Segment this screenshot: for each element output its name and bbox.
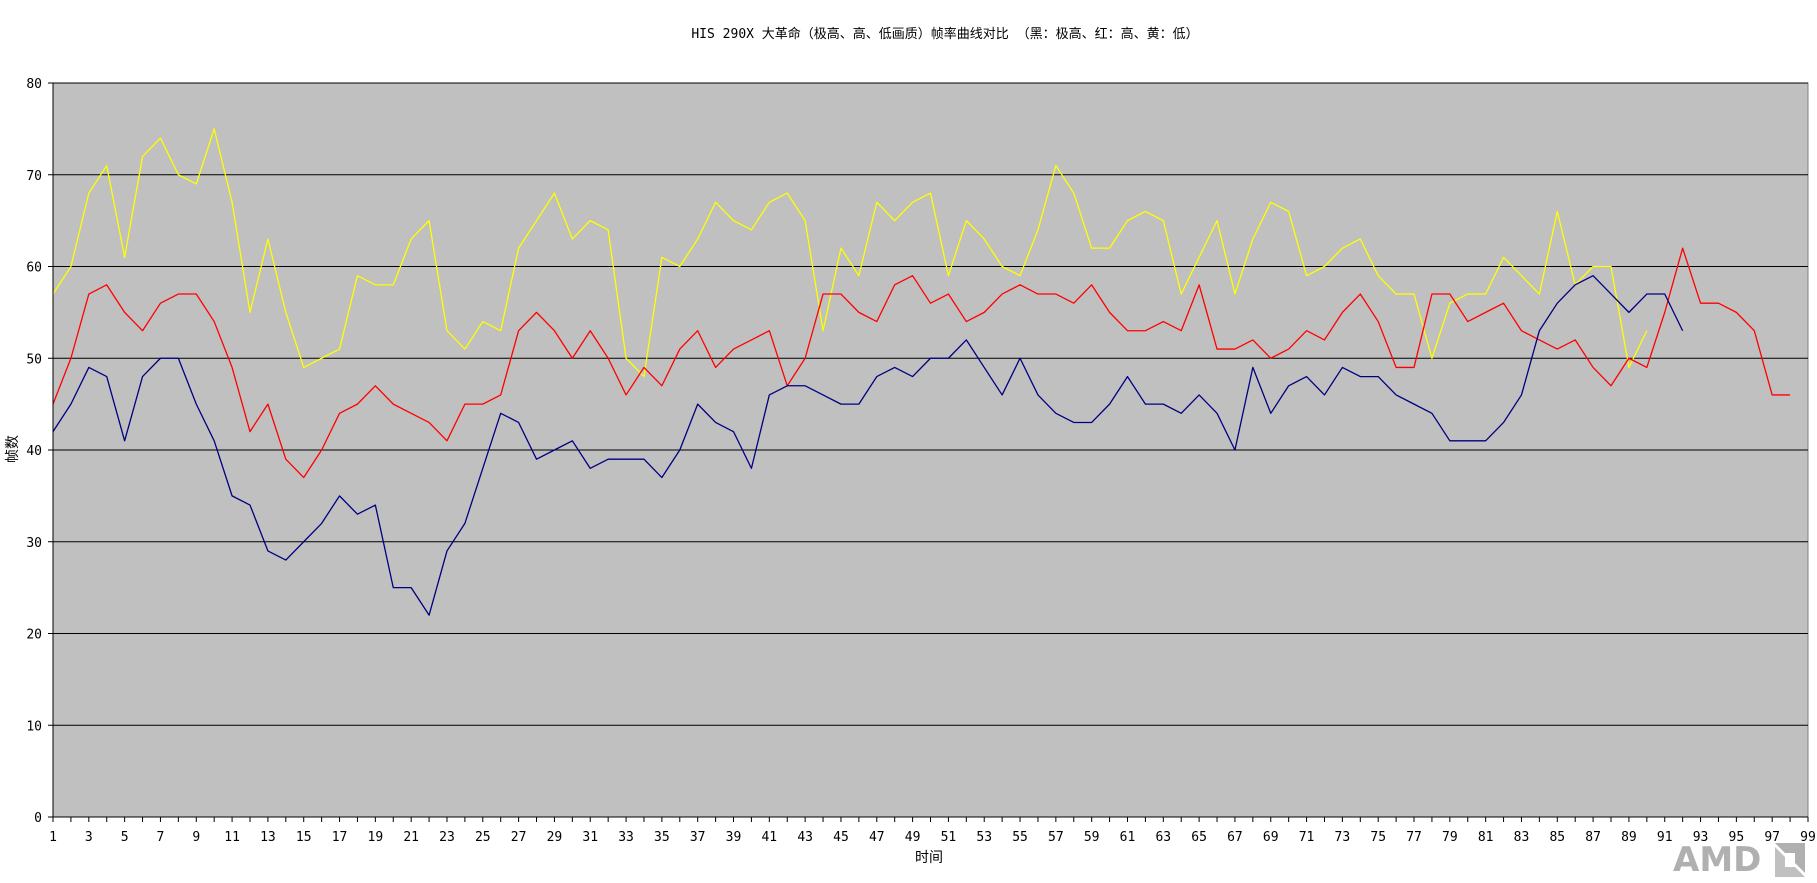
x-tick-label: 45: [833, 830, 849, 845]
x-tick-label: 27: [511, 830, 527, 845]
svg-text:AMD: AMD: [1673, 840, 1761, 879]
y-tick-label: 20: [26, 628, 42, 643]
chart-title: HIS 290X 大革命（极高、高、低画质）帧率曲线对比 （黑：极高、红：高、黄…: [691, 26, 1198, 42]
x-tick-label: 29: [547, 830, 563, 845]
series-line-red: [52, 247, 1791, 479]
x-tick-label: 51: [941, 830, 957, 845]
x-tick-label: 57: [1048, 830, 1064, 845]
x-tick-label: 11: [224, 830, 240, 845]
x-tick-label: 83: [1514, 830, 1530, 845]
x-tick-label: 79: [1442, 830, 1458, 845]
x-tick-label: 65: [1191, 830, 1207, 845]
x-tick-label: 73: [1335, 830, 1351, 845]
series-line-yellow: [52, 128, 1648, 378]
x-tick-label: 3: [85, 830, 93, 845]
x-tick-label: 25: [475, 830, 491, 845]
x-tick-label: 81: [1478, 830, 1494, 845]
x-tick-label: 17: [332, 830, 348, 845]
x-tick-label: 77: [1406, 830, 1422, 845]
y-tick-label: 70: [26, 169, 42, 184]
x-tick-label: 21: [403, 830, 419, 845]
y-tick-label: 50: [26, 352, 42, 367]
x-tick-label: 47: [869, 830, 885, 845]
y-tick-label: 60: [26, 261, 42, 276]
x-tick-label: 95: [1729, 830, 1745, 845]
x-tick-label: 55: [1012, 830, 1028, 845]
x-tick-label: 61: [1120, 830, 1136, 845]
x-tick-label: 1: [49, 830, 57, 845]
y-tick-label: 0: [34, 811, 42, 826]
x-tick-label: 89: [1621, 830, 1637, 845]
x-tick-label: 39: [726, 830, 742, 845]
x-tick-label: 63: [1155, 830, 1171, 845]
amd-logo-watermark: AMD: [1673, 840, 1805, 879]
x-tick-label: 15: [296, 830, 312, 845]
x-tick-label: 85: [1549, 830, 1565, 845]
x-tick-label: 67: [1227, 830, 1243, 845]
x-tick-label: 93: [1693, 830, 1709, 845]
x-tick-label: 9: [192, 830, 200, 845]
series-layer: [52, 128, 1791, 616]
x-tick-label: 5: [121, 830, 129, 845]
x-tick-label: 13: [260, 830, 276, 845]
x-tick-label: 43: [797, 830, 813, 845]
x-tick-label: 71: [1299, 830, 1315, 845]
x-tick-label: 7: [157, 830, 165, 845]
y-tick-label: 30: [26, 536, 42, 551]
y-tick-label: 10: [26, 719, 42, 734]
x-axis-title: 时间: [915, 850, 943, 866]
x-axis: 1 3 5 7 9 11 13 15 17 19 21 23 25 27 29 31 33 35 37 39 41 43 4…: [49, 817, 1816, 845]
x-tick-label: 75: [1370, 830, 1386, 845]
x-tick-label: 99: [1800, 830, 1816, 845]
x-tick-label: 31: [582, 830, 598, 845]
x-tick-label: 69: [1263, 830, 1279, 845]
series-line-navy: [52, 275, 1684, 616]
y-tick-label: 40: [26, 444, 42, 459]
x-tick-label: 87: [1585, 830, 1601, 845]
x-tick-label: 53: [976, 830, 992, 845]
x-tick-label: 91: [1657, 830, 1673, 845]
y-tick-label: 80: [26, 77, 42, 92]
y-axis-title: 帧数: [5, 435, 21, 463]
x-tick-label: 35: [654, 830, 670, 845]
x-tick-label: 33: [618, 830, 634, 845]
x-tick-label: 97: [1764, 830, 1780, 845]
x-tick-label: 19: [368, 830, 384, 845]
x-tick-label: 59: [1084, 830, 1100, 845]
x-tick-label: 49: [905, 830, 921, 845]
x-tick-label: 41: [761, 830, 777, 845]
x-tick-label: 37: [690, 830, 706, 845]
x-tick-label: 23: [439, 830, 455, 845]
y-axis: 0 10 20 30 40 50 60 70 80: [26, 77, 53, 826]
